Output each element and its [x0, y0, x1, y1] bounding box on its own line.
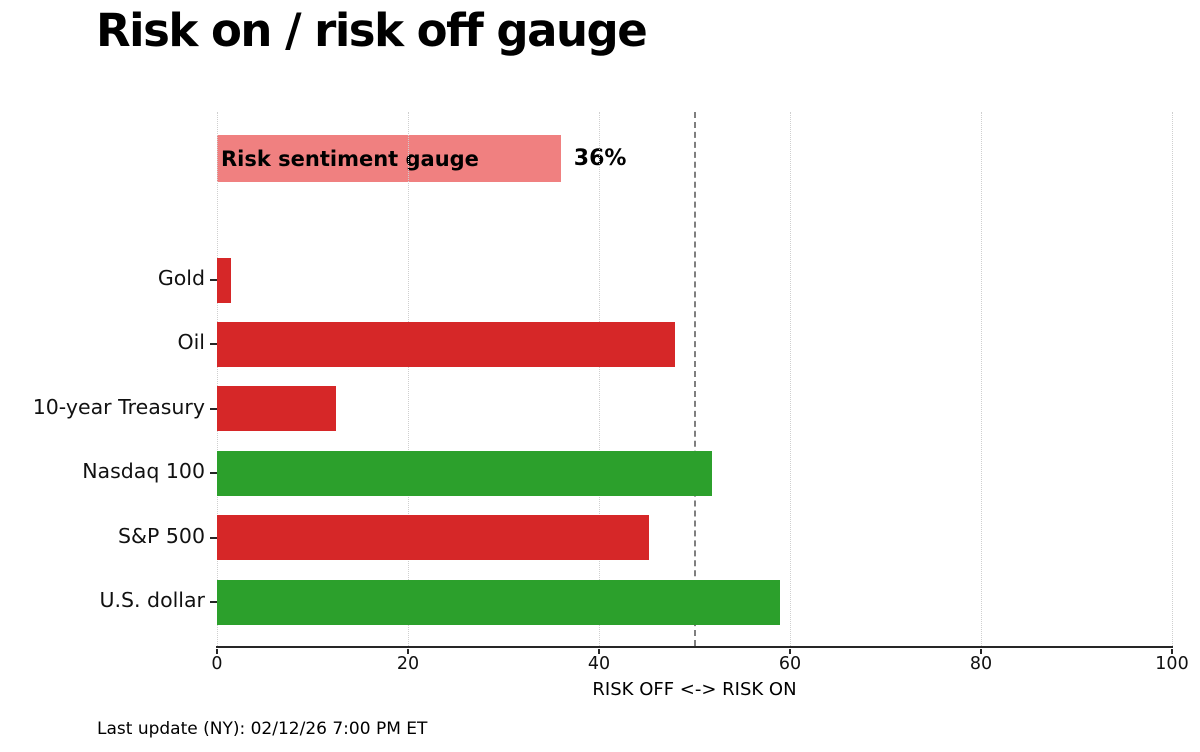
- last-update-note: Last update (NY): 02/12/26 7:00 PM ET: [97, 719, 428, 739]
- x-axis-label: RISK OFF <-> RISK ON: [592, 679, 797, 700]
- gauge-value-label: 36%: [573, 146, 627, 171]
- x-tick-label-20: 20: [396, 654, 420, 674]
- y-label-gold: Gold: [157, 266, 205, 290]
- x-tick-100: [1171, 649, 1173, 654]
- chart-title: Risk on / risk off gauge: [96, 4, 648, 57]
- gridline-100: [1172, 112, 1173, 646]
- y-tick-5: [210, 601, 217, 603]
- bar-s-p-500: [217, 515, 649, 561]
- gridline-0: [217, 112, 218, 646]
- y-tick-2: [210, 407, 217, 410]
- plot-area: Risk sentiment gauge 36% 0 20 40 60 80 100 Gol…: [33, 112, 1189, 674]
- bar-nasdaq-100: [217, 450, 712, 496]
- x-tick-20: [407, 649, 409, 654]
- y-tick-3: [210, 472, 217, 475]
- gauge-bar-label: Risk sentiment gauge: [221, 146, 479, 171]
- y-tick-0: [210, 279, 217, 281]
- y-label-nasdaq-100: Nasdaq 100: [82, 459, 205, 484]
- bar-u-s-dollar: [217, 579, 781, 625]
- x-tick-label-40: 40: [587, 654, 611, 674]
- y-label-u-s-dollar: U.S. dollar: [99, 588, 205, 612]
- y-tick-4: [210, 536, 217, 539]
- x-tick-label-80: 80: [969, 654, 993, 674]
- y-label-oil: Oil: [177, 330, 205, 355]
- y-tick-1: [210, 343, 217, 346]
- x-tick-label-60: 60: [778, 654, 802, 674]
- x-tick-0: [216, 649, 218, 654]
- x-tick-40: [598, 649, 600, 654]
- x-axis-line: [216, 645, 1173, 648]
- x-tick-80: [980, 649, 982, 654]
- x-tick-label-100: 100: [1155, 654, 1189, 674]
- x-tick-60: [789, 649, 791, 654]
- x-tick-label-0: 0: [211, 654, 223, 674]
- gridline-60: [790, 112, 791, 646]
- gridline-20: [408, 112, 409, 646]
- y-label-s-p-500: S&P 500: [117, 523, 205, 548]
- gauge-bar: Risk sentiment gauge: [217, 135, 561, 182]
- y-label-10-year-treasury: 10-year Treasury: [32, 394, 205, 419]
- gridline-80: [981, 112, 982, 646]
- bar-10-year-treasury: [217, 386, 337, 432]
- bar-oil: [217, 321, 676, 367]
- bar-gold: [217, 257, 232, 303]
- gridline-40: [599, 112, 600, 646]
- reference-line-50: [693, 112, 696, 646]
